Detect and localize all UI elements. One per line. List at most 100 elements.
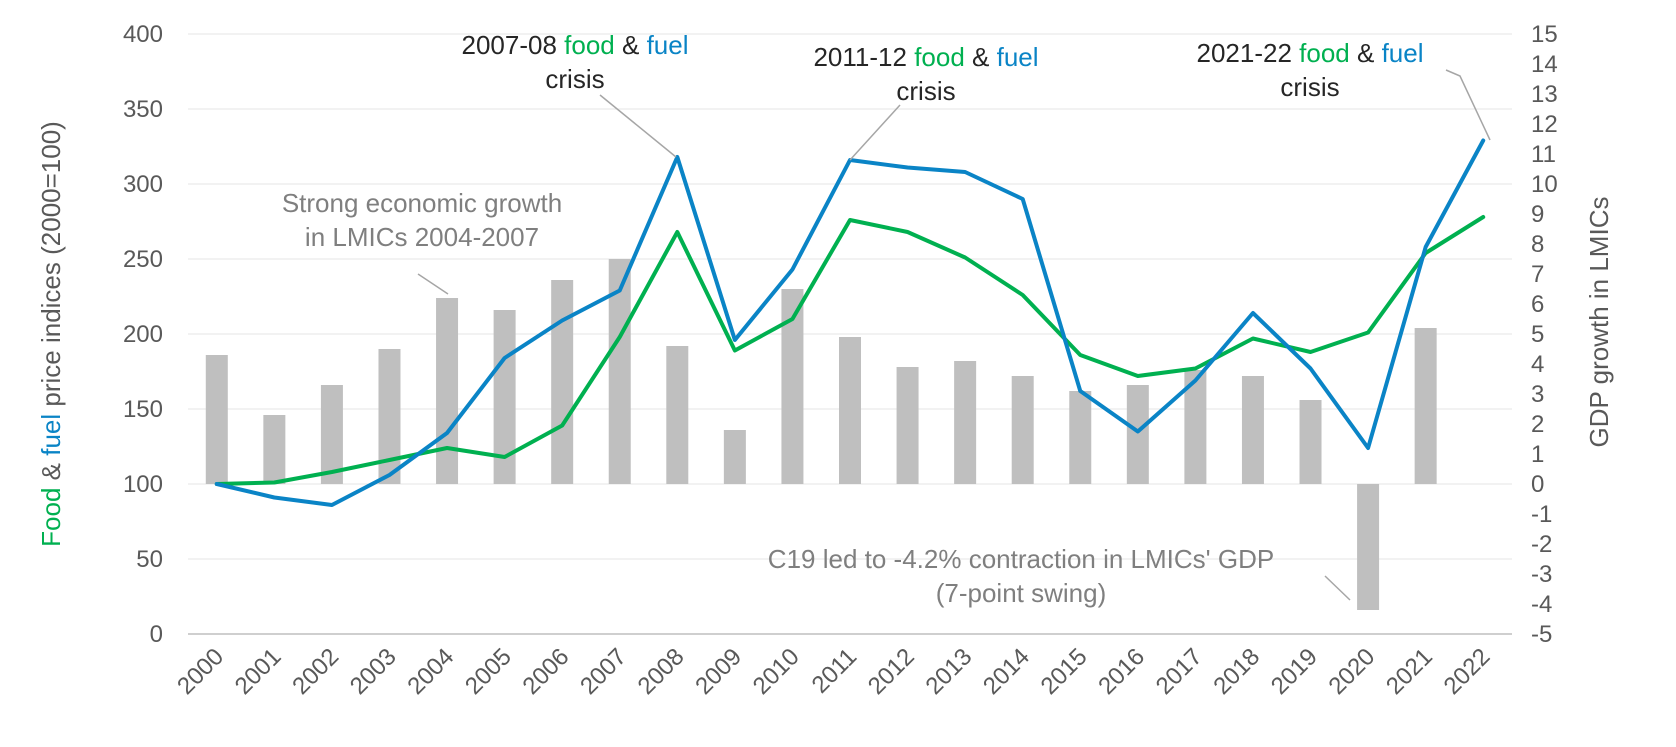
x-tick-label: 2010 bbox=[748, 643, 805, 700]
annotation-crisis-2011: 2011-12 food & fuel crisis bbox=[813, 42, 1039, 161]
x-tick-label: 2013 bbox=[921, 643, 978, 700]
x-tick-label: 2014 bbox=[978, 643, 1035, 700]
right-tick-label: 11 bbox=[1531, 141, 1556, 168]
left-tick-label: 50 bbox=[136, 546, 163, 573]
bar-2017 bbox=[1184, 370, 1207, 484]
right-tick-label: 14 bbox=[1531, 51, 1558, 78]
left-tick-label: 250 bbox=[123, 246, 163, 273]
annotation-part: 2021-22 bbox=[1197, 38, 1300, 68]
right-tick-label: 3 bbox=[1531, 381, 1544, 408]
annotation-line2: crisis bbox=[896, 76, 955, 106]
bar-2013 bbox=[954, 361, 977, 484]
x-tick-label: 2021 bbox=[1381, 643, 1438, 700]
annotation-part: C19 led to -4.2% contraction in LMICs' G… bbox=[768, 544, 1274, 574]
x-tick-label: 2002 bbox=[287, 643, 344, 700]
left-tick-label: 300 bbox=[123, 171, 163, 198]
x-tick-label: 2012 bbox=[863, 643, 920, 700]
annotation-part: & bbox=[615, 30, 647, 60]
annotation-part: 2007-08 bbox=[462, 30, 565, 60]
right-tick-label: 2 bbox=[1531, 411, 1544, 438]
x-tick-label: 2005 bbox=[460, 643, 517, 700]
x-tick-label: 2017 bbox=[1151, 643, 1208, 700]
annotation-crisis-2008: 2007-08 food & fuel crisis bbox=[462, 30, 689, 158]
right-tick-label: 0 bbox=[1531, 471, 1544, 498]
x-tick-label: 2019 bbox=[1266, 643, 1323, 700]
bar-2018 bbox=[1241, 376, 1264, 484]
annotation-line1: C19 led to -4.2% contraction in LMICs' G… bbox=[768, 544, 1274, 574]
annotation-crisis-2022: 2021-22 food & fuel crisis bbox=[1197, 38, 1491, 141]
bar-2020 bbox=[1357, 484, 1380, 610]
annotation-part: & bbox=[965, 42, 997, 72]
bar-2002 bbox=[320, 385, 343, 484]
annotation-line2: crisis bbox=[545, 64, 604, 94]
right-tick-label: 7 bbox=[1531, 261, 1544, 288]
left-tick-label: 200 bbox=[123, 321, 163, 348]
annotation-part: 2011-12 bbox=[813, 42, 914, 72]
left-tick-label: 0 bbox=[150, 621, 163, 648]
x-tick-label: 2009 bbox=[690, 643, 747, 700]
bar-2014 bbox=[1011, 376, 1034, 484]
x-tick-label: 2008 bbox=[633, 643, 690, 700]
left-tick-label: 400 bbox=[123, 21, 163, 48]
right-tick-label: 15 bbox=[1531, 21, 1558, 48]
annotation-line2: crisis bbox=[1280, 72, 1339, 102]
annotation-part: fuel bbox=[1382, 38, 1424, 68]
annotation-leader-line bbox=[417, 273, 449, 295]
annotation-line1: 2011-12 food & fuel bbox=[813, 42, 1038, 72]
x-tick-label: 2001 bbox=[230, 643, 287, 700]
annotation-leader-line bbox=[599, 94, 677, 158]
x-tick-label: 2006 bbox=[518, 643, 575, 700]
annotation-line2: (7-point swing) bbox=[936, 578, 1107, 608]
right-tick-label: -3 bbox=[1531, 561, 1552, 588]
annotation-c19-note: C19 led to -4.2% contraction in LMICs' G… bbox=[768, 544, 1351, 608]
annotation-leader-line bbox=[1324, 575, 1351, 601]
bar-2009 bbox=[723, 430, 746, 484]
x-tick-label: 2015 bbox=[1036, 643, 1093, 700]
bar-2008 bbox=[666, 346, 689, 484]
bar-2021 bbox=[1414, 328, 1437, 484]
x-tick-label: 2004 bbox=[402, 643, 459, 700]
right-tick-label: 13 bbox=[1531, 81, 1558, 108]
right-tick-label: -4 bbox=[1531, 591, 1552, 618]
annotation-part: Strong economic growth bbox=[282, 188, 562, 218]
left-tick-label: 150 bbox=[123, 396, 163, 423]
left-axis-ticks: 0 50 100 150 200 250 300 350 400 bbox=[123, 21, 163, 648]
bar-2007 bbox=[608, 259, 631, 484]
left-axis-title-part: Food bbox=[36, 488, 66, 547]
bar-2016 bbox=[1126, 385, 1149, 484]
right-tick-label: -2 bbox=[1531, 531, 1552, 558]
annotation-part: food bbox=[1299, 38, 1350, 68]
bar-2011 bbox=[839, 337, 861, 484]
bar-2000 bbox=[205, 355, 228, 484]
food-price-line bbox=[214, 215, 1486, 486]
annotation-leader-line bbox=[849, 104, 901, 161]
annotation-part: fuel bbox=[997, 42, 1039, 72]
x-tick-label: 2020 bbox=[1323, 643, 1380, 700]
right-tick-label: 5 bbox=[1531, 321, 1544, 348]
left-tick-label: 350 bbox=[123, 96, 163, 123]
x-tick-label: 2007 bbox=[575, 643, 632, 700]
bar-2003 bbox=[378, 349, 401, 484]
x-tick-label: 2018 bbox=[1208, 643, 1265, 700]
annotation-line1: 2007-08 food & fuel bbox=[462, 30, 689, 60]
bar-2010 bbox=[781, 289, 804, 484]
bar-2015 bbox=[1069, 391, 1092, 484]
x-tick-label: 2016 bbox=[1093, 643, 1150, 700]
annotation-growth-note: Strong economic growth in LMICs 2004-2007 bbox=[282, 188, 562, 295]
right-tick-label: 10 bbox=[1531, 171, 1558, 198]
annotation-part: food bbox=[564, 30, 615, 60]
annotation-part: fuel bbox=[647, 30, 689, 60]
annotation-line2: in LMICs 2004-2007 bbox=[305, 222, 539, 252]
right-tick-label: 8 bbox=[1531, 231, 1544, 258]
left-axis-title-part: & bbox=[36, 456, 66, 488]
left-axis-title-part: price indices (2000=100) bbox=[36, 121, 66, 414]
annotation-part: food bbox=[914, 42, 965, 72]
annotation-line1: 2021-22 food & fuel bbox=[1197, 38, 1424, 68]
x-tick-label: 2011 bbox=[807, 643, 863, 699]
gdp-bars bbox=[205, 259, 1437, 610]
bar-2001 bbox=[263, 415, 286, 484]
